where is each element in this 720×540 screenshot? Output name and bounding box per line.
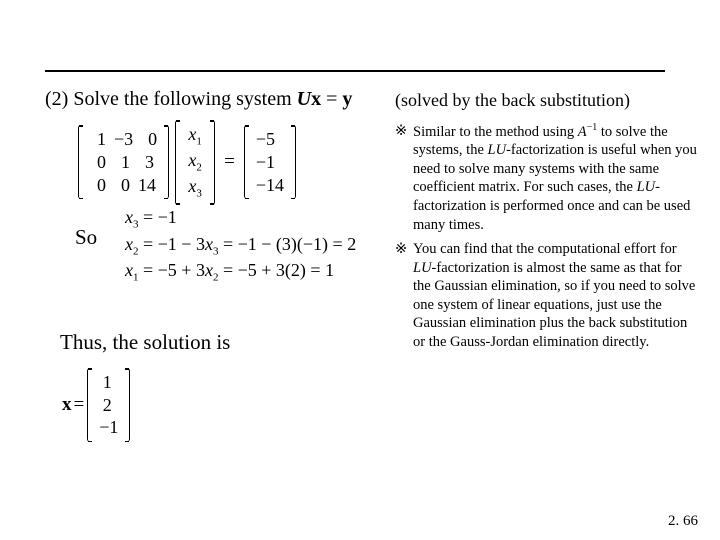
eq: = <box>321 88 342 110</box>
problem-text: Solve the following system <box>73 88 296 110</box>
note-mark-icon: ※ <box>395 240 413 351</box>
u32: 0 <box>110 174 134 197</box>
u22: 1 <box>110 151 134 174</box>
sol1: 1 <box>95 371 119 394</box>
u33: 14 <box>134 174 160 197</box>
u11: 1 <box>86 128 110 151</box>
rule <box>45 70 665 72</box>
step-x3: x3 = −1 <box>125 207 356 231</box>
vector-b: −5 −1 −14 <box>244 125 296 199</box>
sol2: 2 <box>95 394 119 417</box>
so-label: So <box>75 225 97 250</box>
u12: −3 <box>110 128 137 151</box>
note-2: ※ You can find that the computational ef… <box>395 240 697 351</box>
b3: −14 <box>252 174 288 197</box>
U: U <box>297 88 311 110</box>
u23: 3 <box>134 151 158 174</box>
note-1-body: Similar to the method using A−1 to solve… <box>413 122 697 234</box>
thus-label: Thus, the solution is <box>60 330 230 355</box>
note-1: ※ Similar to the method using A−1 to sol… <box>395 122 697 234</box>
y: y <box>342 88 352 110</box>
solution-vector: x = 1 2 −1 <box>62 368 133 442</box>
x-sym: x <box>62 394 72 416</box>
eq2: = <box>74 394 85 416</box>
u21: 0 <box>86 151 110 174</box>
vector-x: x1 x2 x3 <box>175 120 215 205</box>
u31: 0 <box>86 174 110 197</box>
u13: 0 <box>137 128 161 151</box>
sol3: −1 <box>95 416 122 439</box>
problem-line: (2) Solve the following system Ux = y <box>45 88 352 111</box>
b1: −5 <box>252 128 279 151</box>
problem-number: (2) <box>45 88 68 110</box>
note-mark-icon: ※ <box>395 122 413 234</box>
note-2-body: You can find that the computational effo… <box>413 240 697 351</box>
x: x <box>311 88 321 110</box>
solution-matrix: 1 2 −1 <box>87 368 130 442</box>
step-x1: x1 = −5 + 3x2 = −5 + 3(2) = 1 <box>125 260 356 284</box>
matrix-equation: 1−30 013 0014 x1 x2 x3 = −5 −1 −14 <box>75 120 299 205</box>
page-number: 2. 66 <box>668 513 698 530</box>
matrix-U: 1−30 013 0014 <box>78 125 169 199</box>
hint: (solved by the back substitution) <box>395 90 630 111</box>
back-sub-steps: x3 = −1 x2 = −1 − 3x3 = −1 − (3)(−1) = 2… <box>125 204 356 287</box>
b2: −1 <box>252 151 279 174</box>
step-x2: x2 = −1 − 3x3 = −1 − (3)(−1) = 2 <box>125 234 356 258</box>
side-notes: ※ Similar to the method using A−1 to sol… <box>395 122 697 357</box>
eq-sign: = <box>224 151 235 173</box>
